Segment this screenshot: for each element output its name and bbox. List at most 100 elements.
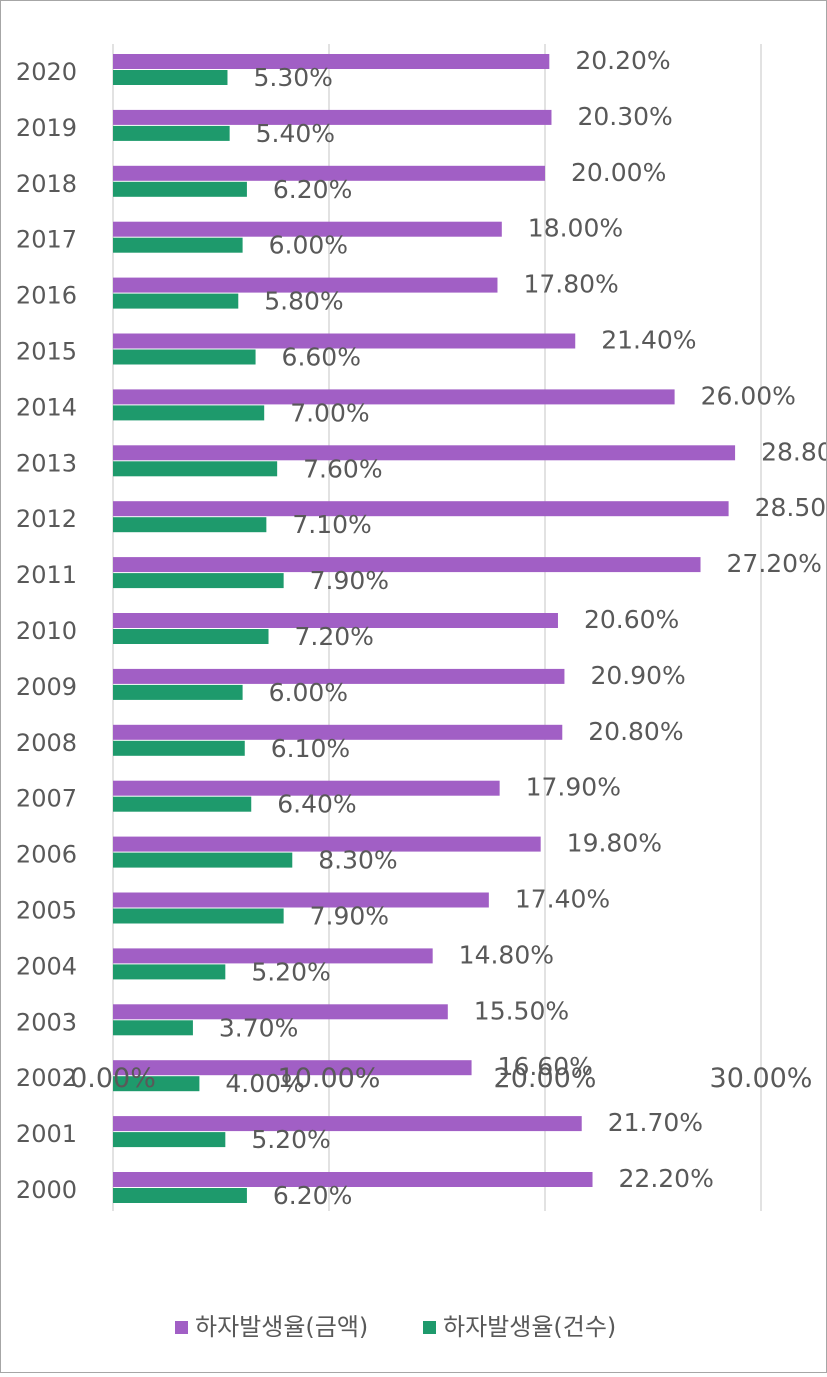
data-label-amount: 18.00%: [528, 214, 623, 243]
bar-count: [113, 684, 243, 700]
data-label-count: 5.80%: [264, 287, 343, 316]
bar-amount: [113, 668, 565, 684]
data-label-count: 5.40%: [256, 119, 335, 148]
bar-count: [113, 293, 239, 309]
data-label-count: 5.20%: [251, 1125, 330, 1154]
y-tick-label: 2010: [16, 617, 77, 645]
data-label-count: 5.20%: [251, 957, 330, 986]
bar-amount: [113, 724, 563, 740]
y-tick-label: 2017: [16, 226, 77, 254]
bar-amount: [113, 277, 498, 293]
data-label-count: 7.00%: [290, 398, 369, 427]
bar-count: [113, 237, 243, 253]
y-tick-label: 2012: [16, 505, 77, 533]
legend-swatch: [175, 1321, 188, 1334]
bar-count: [113, 125, 230, 141]
data-label-count: 7.20%: [295, 622, 374, 651]
data-label-amount: 20.60%: [584, 605, 679, 634]
y-tick-label: 2013: [16, 449, 77, 477]
legend: 하자발생율(금액) 하자발생율(건수): [175, 1313, 616, 1341]
data-label-amount: 21.70%: [608, 1108, 703, 1137]
legend-label: 하자발생율(금액): [195, 1313, 368, 1341]
bar-count: [113, 573, 284, 589]
y-tick-label: 2014: [16, 393, 77, 421]
bar-amount: [113, 557, 701, 573]
bar-amount: [113, 109, 552, 125]
data-label-count: 4.00%: [225, 1069, 304, 1098]
bar-count: [113, 740, 245, 756]
data-label-count: 6.20%: [273, 175, 352, 204]
bar-count: [113, 852, 293, 868]
data-label-amount: 14.80%: [459, 940, 554, 969]
data-label-count: 6.60%: [282, 343, 361, 372]
data-label-count: 7.60%: [303, 454, 382, 483]
y-tick-label: 2011: [16, 561, 77, 589]
bar-count: [113, 964, 226, 980]
y-tick-label: 2008: [16, 729, 77, 757]
data-label-amount: 20.90%: [590, 661, 685, 690]
data-label-amount: 17.90%: [526, 773, 621, 802]
y-tick-label: 2006: [16, 841, 77, 869]
bar-amount: [113, 1004, 448, 1020]
y-tick-label: 2009: [16, 673, 77, 701]
data-label-count: 6.00%: [269, 231, 348, 260]
bar-amount: [113, 1172, 593, 1187]
bar-amount: [113, 892, 489, 908]
data-label-count: 7.10%: [292, 510, 371, 539]
data-label-count: 6.00%: [269, 678, 348, 707]
bar-count: [113, 629, 269, 644]
bar-count: [113, 908, 284, 924]
bar-count: [113, 1076, 200, 1092]
bar-amount: [113, 1116, 582, 1132]
bar-amount: [113, 613, 558, 628]
data-label-count: 7.90%: [310, 566, 389, 595]
legend-swatch: [423, 1321, 436, 1334]
y-axis-tick-labels: 2020 2019 2018 2017 2016 2015 2014 2013 2012 2011…: [16, 58, 77, 1204]
bar-count: [113, 181, 247, 197]
y-tick-label: 2001: [16, 1120, 77, 1148]
data-label-count: 6.20%: [273, 1181, 352, 1210]
bar-amount: [113, 389, 675, 405]
y-tick-label: 2002: [16, 1064, 77, 1092]
data-label-amount: 26.00%: [701, 381, 796, 410]
x-tick-label: 20.00%: [494, 1063, 597, 1094]
data-label-amount: 15.50%: [474, 996, 569, 1025]
y-tick-label: 2019: [16, 114, 77, 142]
bar-amount: [113, 780, 500, 796]
y-tick-label: 2015: [16, 338, 77, 366]
data-label-amount: 16.60%: [498, 1052, 593, 1081]
data-label-amount: 28.50%: [755, 493, 826, 522]
data-label-amount: 20.20%: [575, 46, 670, 75]
bar-amount: [113, 501, 729, 517]
bar-amount: [113, 836, 541, 852]
data-label-amount: 27.20%: [727, 549, 822, 578]
bar-count: [113, 1132, 226, 1148]
bar-amount: [113, 221, 502, 237]
bar-amount: [113, 1060, 472, 1076]
data-label-amount: 19.80%: [567, 829, 662, 858]
y-tick-label: 2020: [16, 58, 77, 86]
data-label-count: 3.70%: [219, 1013, 298, 1042]
data-label-count: 6.40%: [277, 790, 356, 819]
data-label-amount: 20.30%: [577, 102, 672, 131]
bars: 20.20% 5.30% 20.30% 5.40% 20.00% 6.20% 18.00% 6…: [113, 46, 827, 1210]
bar-count: [113, 405, 265, 421]
x-tick-label: 30.00%: [710, 1063, 813, 1094]
bar-count: [113, 517, 267, 533]
y-tick-label: 2003: [16, 1008, 77, 1036]
data-label-amount: 20.80%: [588, 717, 683, 746]
data-label-amount: 21.40%: [601, 326, 696, 355]
x-tick-label: 10.00%: [278, 1063, 381, 1094]
x-tick-label: 0.00%: [70, 1063, 156, 1094]
y-tick-label: 2000: [16, 1176, 77, 1204]
bar-count: [113, 349, 256, 365]
data-label-amount: 20.00%: [571, 158, 666, 187]
bar-amount: [113, 54, 550, 69]
x-axis-tick-labels: 0.00% 10.00% 20.00% 30.00%: [70, 1063, 812, 1094]
bar-count: [113, 1020, 193, 1036]
data-label-count: 6.10%: [271, 734, 350, 763]
y-tick-label: 2004: [16, 952, 77, 980]
data-label-amount: 22.20%: [619, 1164, 714, 1193]
